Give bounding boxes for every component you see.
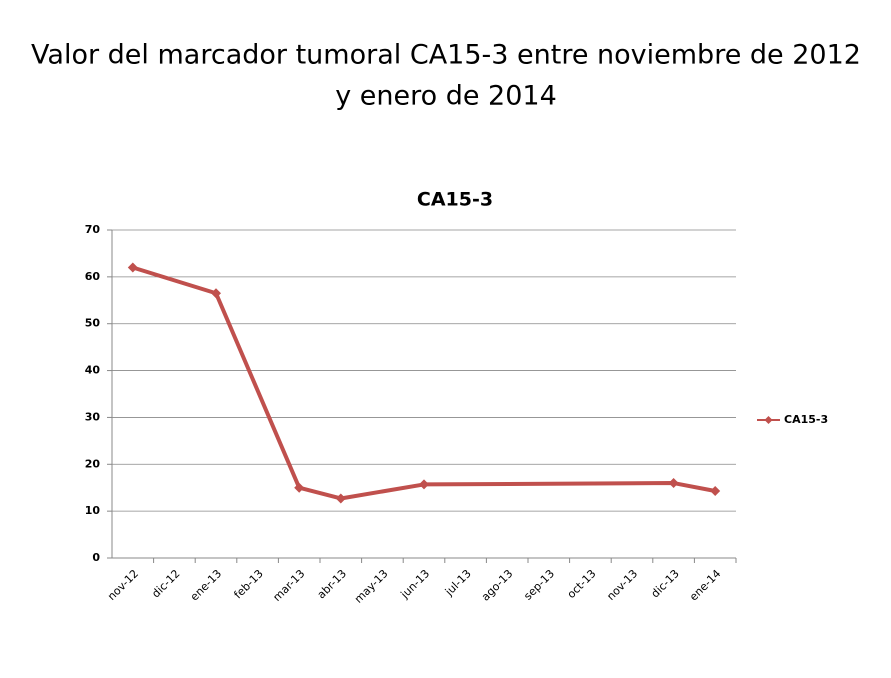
x-tick-label: dic-12 xyxy=(149,567,182,600)
y-tick-label: 50 xyxy=(85,317,101,330)
marker xyxy=(335,493,346,504)
x-tick-label: oct-13 xyxy=(565,567,599,601)
page-title: y enero de 2014 xyxy=(335,81,557,112)
y-tick-label: 70 xyxy=(85,223,101,236)
x-tick-label: feb-13 xyxy=(231,567,265,601)
y-tick-label: 40 xyxy=(85,364,101,377)
x-tick-label: may-13 xyxy=(352,567,391,606)
y-tick-label: 60 xyxy=(85,270,101,283)
marker xyxy=(419,479,429,490)
chart-title: CA15-3 xyxy=(417,189,493,211)
legend-marker xyxy=(764,416,773,424)
x-tick-label: ene-14 xyxy=(687,567,723,603)
x-tick-label: jul-13 xyxy=(442,567,474,599)
x-tick-label: jun-13 xyxy=(398,567,433,602)
x-tick-label: ago-13 xyxy=(479,567,516,604)
legend-label: CA15-3 xyxy=(784,413,828,426)
x-tick-label: ene-13 xyxy=(188,567,224,603)
x-tick-label: nov-13 xyxy=(604,567,640,603)
x-tick-label: sep-13 xyxy=(521,567,557,603)
line xyxy=(132,265,716,501)
page-title: Valor del marcador tumoral CA15-3 entre … xyxy=(31,40,861,71)
marker xyxy=(294,482,305,493)
x-tick-label: dic-13 xyxy=(649,567,682,600)
x-tick-label: mar-13 xyxy=(270,567,307,604)
marker xyxy=(211,288,221,299)
marker xyxy=(710,485,721,496)
y-tick-label: 30 xyxy=(85,410,101,423)
y-tick-label: 0 xyxy=(92,551,100,564)
x-tick-label: abr-13 xyxy=(315,567,349,601)
y-tick-label: 20 xyxy=(85,457,101,470)
marker xyxy=(668,478,679,489)
marker xyxy=(127,262,138,273)
x-tick-label: nov-12 xyxy=(105,567,141,603)
y-tick-label: 10 xyxy=(85,504,101,517)
